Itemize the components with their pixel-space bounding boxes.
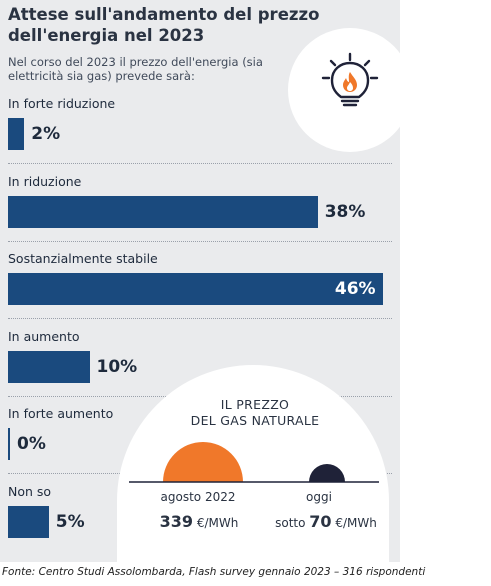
gas-price-august-semicircle (163, 442, 243, 482)
gas-title-line-2: DEL GAS NATURALE (190, 413, 320, 428)
row-divider (8, 318, 392, 319)
bar (8, 505, 49, 538)
row-divider (8, 163, 392, 164)
bar-value-label: 2% (31, 124, 61, 144)
lightbulb-flame-icon (321, 52, 379, 107)
gas-price-today-unit: €/MWh (335, 516, 377, 530)
bar-value-label: 10% (96, 356, 138, 377)
gas-price-today-value: 70 (309, 512, 332, 531)
gas-title-line-1: IL PREZZO (220, 397, 290, 412)
bar (8, 118, 25, 150)
source-note: Fonte: Centro Studi Assolombarda, Flash … (2, 566, 426, 578)
row-divider (8, 240, 392, 242)
gas-price-title: IL PREZZO DEL GAS NATURALE (150, 397, 360, 429)
category-label: Non so (8, 483, 52, 499)
bar (8, 273, 383, 305)
gas-price-august-unit: €/MWh (196, 516, 239, 530)
bar-value-label: 5% (55, 511, 85, 532)
category-label: Sostanzialmente stabile (8, 251, 158, 266)
gas-price-today: sotto 70 €/MWh (262, 512, 390, 531)
gas-date-today: oggi (306, 490, 332, 504)
gas-price-comparison (129, 442, 379, 483)
bar (8, 195, 318, 228)
category-label: In aumento (8, 328, 80, 344)
bar-value-label: 0% (17, 434, 46, 454)
gas-date-august: agosto 2022 (160, 490, 236, 504)
chart-title: Attese sull'andamento del prezzo dell'en… (8, 5, 320, 45)
bar (8, 350, 90, 383)
gas-price-today-prefix: sotto (275, 516, 306, 530)
gas-price-august: 339 €/MWh (143, 512, 255, 531)
gas-price-circle (117, 365, 389, 585)
bar-value-label: 38% (324, 201, 366, 222)
category-label: In forte riduzione (8, 96, 116, 111)
bar (8, 428, 10, 460)
gas-price-today-semicircle (309, 464, 345, 482)
bar-value-label: 46% (334, 279, 376, 299)
category-label: In riduzione (8, 173, 82, 189)
category-label: In forte aumento (8, 406, 114, 421)
gas-price-august-value: 339 (159, 512, 194, 531)
chart-subtitle: Nel corso del 2023 il prezzo dell'energi… (8, 55, 263, 83)
